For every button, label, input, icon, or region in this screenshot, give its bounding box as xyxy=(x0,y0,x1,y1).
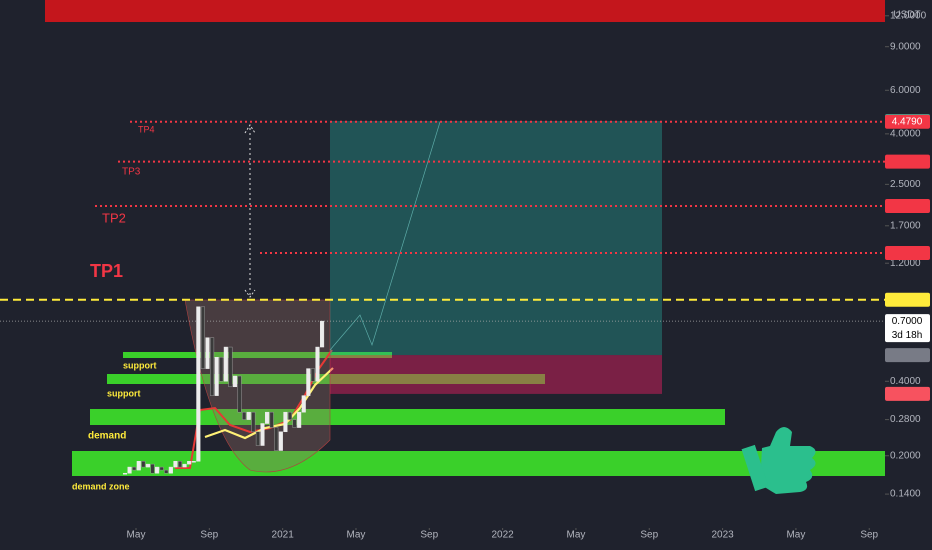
candle xyxy=(164,469,169,474)
candle xyxy=(287,411,293,420)
candle xyxy=(177,461,183,468)
candle xyxy=(173,461,178,468)
annotation: TP1 xyxy=(90,261,123,281)
thumbs-up-icon xyxy=(741,427,816,494)
projection xyxy=(329,121,441,351)
candle xyxy=(269,411,274,428)
axis-unit: USDT xyxy=(893,10,920,21)
support-band xyxy=(107,374,545,384)
x-tick-label: 2023 xyxy=(711,530,734,541)
y-tick-label: 1.7000 xyxy=(890,220,921,231)
candle xyxy=(237,375,242,413)
candle xyxy=(306,368,311,396)
candle xyxy=(301,395,306,413)
y-tick-label: 12.0000 xyxy=(890,10,927,21)
candle xyxy=(214,357,219,396)
loss-zone xyxy=(330,355,662,394)
y-tick-label: 2.5000 xyxy=(890,179,921,190)
candle xyxy=(242,411,247,420)
demand-band xyxy=(90,409,725,425)
candle xyxy=(122,472,128,475)
arrow-heads xyxy=(244,124,256,298)
price-tag xyxy=(885,199,930,214)
annotation: TP4 xyxy=(138,124,155,134)
candle xyxy=(210,337,215,396)
candle xyxy=(155,466,160,474)
candle xyxy=(292,419,297,428)
moving-average-yellow xyxy=(204,367,334,440)
candle xyxy=(315,346,320,382)
candle xyxy=(320,320,325,348)
candle xyxy=(283,411,288,433)
price-tag xyxy=(885,245,930,260)
candle xyxy=(228,346,233,388)
price-tag xyxy=(885,348,930,363)
annotation: support xyxy=(123,360,157,370)
candle xyxy=(141,461,146,468)
x-tick-label: May xyxy=(786,530,805,541)
price-tag-label: 0.7000 xyxy=(892,316,923,327)
annotation: demand zone xyxy=(72,481,130,491)
candle xyxy=(246,411,251,420)
candle xyxy=(159,466,164,471)
support-band xyxy=(123,352,392,358)
annotation: TP2 xyxy=(102,210,126,225)
x-tick-label: 2022 xyxy=(491,530,514,541)
price-axis xyxy=(885,0,932,550)
price-tag-label: 4.4790 xyxy=(892,116,923,127)
x-tick-label: Sep xyxy=(860,530,878,541)
x-tick-label: May xyxy=(127,530,146,541)
resistance-band xyxy=(45,0,885,22)
y-tick-label: 0.2800 xyxy=(890,414,921,425)
x-tick-label: Sep xyxy=(640,530,658,541)
candle xyxy=(168,466,173,474)
candle xyxy=(310,368,315,382)
candle xyxy=(251,411,256,433)
annotation: support xyxy=(107,388,141,398)
candle xyxy=(136,461,141,471)
cup-pattern xyxy=(184,299,331,473)
candle xyxy=(187,461,192,465)
y-tick-label: 4.0000 xyxy=(890,128,921,139)
x-tick-label: May xyxy=(347,530,366,541)
candle xyxy=(232,375,238,388)
candle xyxy=(205,337,210,369)
annotation: TP3 xyxy=(122,167,141,178)
x-tick-label: Sep xyxy=(200,530,218,541)
price-tag xyxy=(885,154,930,169)
price-tag xyxy=(885,114,930,129)
candle xyxy=(191,461,196,463)
candle xyxy=(255,431,260,446)
candle xyxy=(182,463,187,468)
y-tick-label: 1.2000 xyxy=(890,258,921,269)
candle xyxy=(200,306,205,369)
candle xyxy=(219,357,224,382)
y-tick-label: 0.4000 xyxy=(890,376,921,387)
candle xyxy=(297,411,302,428)
x-tick-label: May xyxy=(566,530,585,541)
candle xyxy=(196,306,201,462)
x-tick-label: Sep xyxy=(420,530,438,541)
countdown: 3d 18h xyxy=(892,330,923,341)
candle xyxy=(278,431,283,451)
candle xyxy=(150,463,155,474)
price-tag xyxy=(885,292,930,307)
price-tag xyxy=(885,386,930,401)
candle xyxy=(274,427,279,451)
candle xyxy=(132,466,137,471)
candle xyxy=(223,346,228,382)
annotation: demand xyxy=(88,431,126,442)
y-tick-label: 6.0000 xyxy=(890,85,921,96)
price-tag xyxy=(885,314,930,343)
candle xyxy=(145,463,150,468)
y-tick-label: 0.2000 xyxy=(890,450,921,461)
candle xyxy=(265,411,270,424)
profit-zone xyxy=(330,120,662,356)
y-tick-label: 0.1400 xyxy=(890,489,921,500)
x-tick-label: 2021 xyxy=(272,530,295,541)
candle xyxy=(260,423,265,446)
y-tick-label: 9.0000 xyxy=(890,41,921,52)
candle xyxy=(127,466,132,474)
